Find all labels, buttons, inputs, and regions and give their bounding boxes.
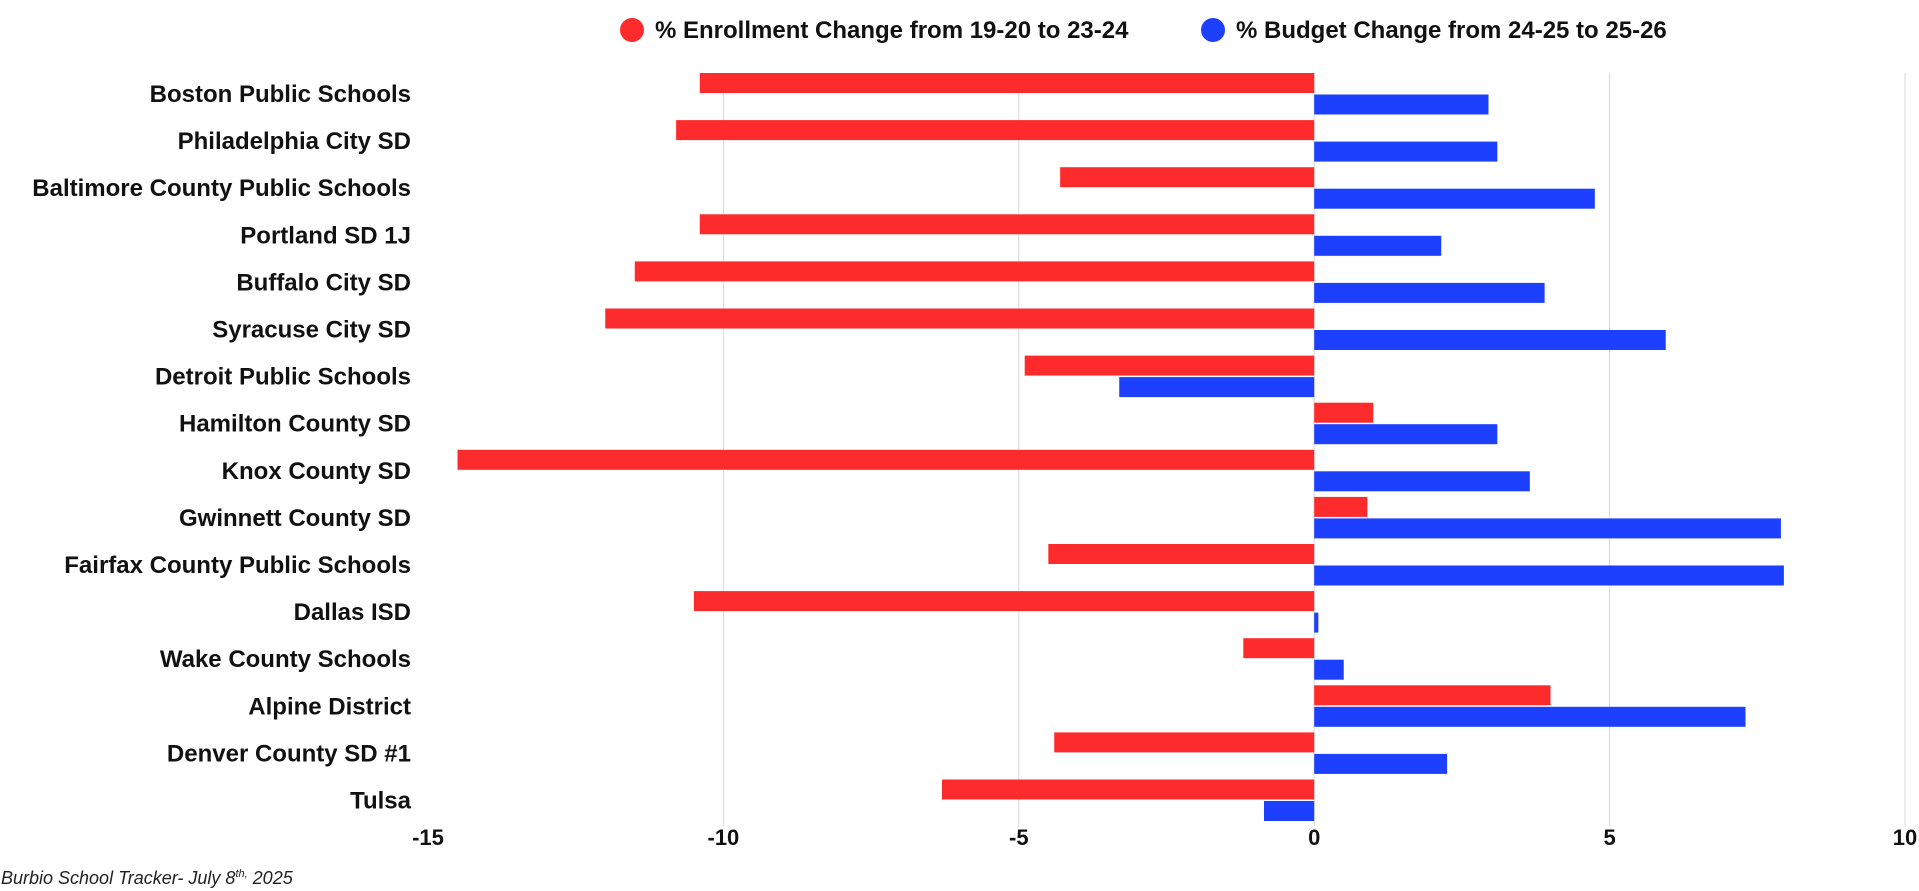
category-label: Syracuse City SD — [212, 317, 411, 344]
enrollment-bar — [1024, 355, 1315, 376]
footer-prefix: Burbio School Tracker- July 8 — [1, 868, 236, 888]
category-label: Baltimore County Public Schools — [32, 175, 411, 202]
category-label: Hamilton County SD — [179, 411, 411, 438]
footer-ordinal: th, — [235, 868, 248, 880]
category-label: Philadelphia City SD — [178, 128, 411, 155]
x-tick-label: -10 — [708, 825, 740, 850]
enrollment-bar — [941, 779, 1315, 800]
bars — [457, 73, 1784, 821]
legend-item: % Enrollment Change from 19-20 to 23-24 — [620, 17, 1129, 44]
category-labels: Boston Public Schools Philadelphia City S… — [32, 81, 411, 815]
enrollment-bar — [1314, 402, 1374, 423]
category-label: Alpine District — [248, 693, 411, 720]
x-tick-label: 0 — [1308, 825, 1320, 850]
legend: % Enrollment Change from 19-20 to 23-24%… — [620, 17, 1667, 44]
enrollment-bar — [1060, 167, 1315, 188]
budget-bar — [1314, 706, 1746, 727]
budget-bar — [1314, 753, 1448, 774]
enrollment-bar — [457, 449, 1315, 470]
category-label: Fairfax County Public Schools — [64, 552, 411, 579]
budget-bar — [1314, 188, 1595, 209]
legend-label: % Budget Change from 24-25 to 25-26 — [1236, 17, 1667, 44]
source-footer: Burbio School Tracker- July 8th, 2025 — [1, 868, 293, 889]
x-tick-label: -15 — [412, 825, 444, 850]
category-label: Denver County SD #1 — [167, 740, 411, 767]
enrollment-bar — [676, 120, 1315, 141]
budget-bar — [1314, 235, 1442, 256]
legend-item: % Budget Change from 24-25 to 25-26 — [1201, 17, 1667, 44]
legend-label: % Enrollment Change from 19-20 to 23-24 — [655, 17, 1129, 44]
x-tick-label: -5 — [1009, 825, 1029, 850]
category-label: Wake County Schools — [160, 646, 411, 673]
category-label: Boston Public Schools — [150, 81, 411, 108]
legend-marker — [620, 18, 644, 42]
category-label: Buffalo City SD — [236, 269, 411, 296]
budget-bar — [1314, 282, 1545, 303]
enrollment-bar — [1048, 544, 1315, 564]
enrollment-bar — [1314, 685, 1551, 706]
enrollment-bar — [699, 214, 1315, 235]
budget-bar — [1119, 377, 1315, 398]
category-label: Dallas ISD — [294, 599, 411, 626]
enrollment-bar — [1054, 732, 1315, 753]
budget-bar — [1314, 471, 1530, 492]
footer-year: 2025 — [247, 868, 293, 888]
category-label: Gwinnett County SD — [179, 505, 411, 532]
budget-bar — [1314, 659, 1344, 680]
budget-bar — [1314, 94, 1489, 115]
category-label: Tulsa — [350, 788, 412, 815]
budget-bar — [1314, 141, 1498, 162]
x-tick-label: 5 — [1603, 825, 1615, 850]
enrollment-bar — [699, 73, 1315, 93]
budget-bar — [1314, 565, 1784, 586]
x-tick-label: 10 — [1893, 825, 1917, 850]
x-axis-ticks: -15 -10 -5 0 5 10 — [412, 825, 1917, 850]
category-label: Detroit Public Schools — [155, 364, 411, 391]
category-label: Portland SD 1J — [240, 222, 411, 249]
budget-bar — [1263, 801, 1315, 821]
budget-bar — [1314, 612, 1319, 633]
budget-bar — [1314, 330, 1666, 350]
category-label: Knox County SD — [222, 458, 411, 485]
enrollment-bar — [605, 308, 1315, 329]
enrollment-bar — [1243, 638, 1315, 659]
enrollment-bar — [1314, 496, 1368, 517]
enrollment-bar — [634, 261, 1315, 282]
legend-marker — [1201, 18, 1225, 42]
budget-bar — [1314, 424, 1498, 445]
budget-bar — [1314, 518, 1781, 539]
enrollment-bar — [693, 591, 1315, 612]
